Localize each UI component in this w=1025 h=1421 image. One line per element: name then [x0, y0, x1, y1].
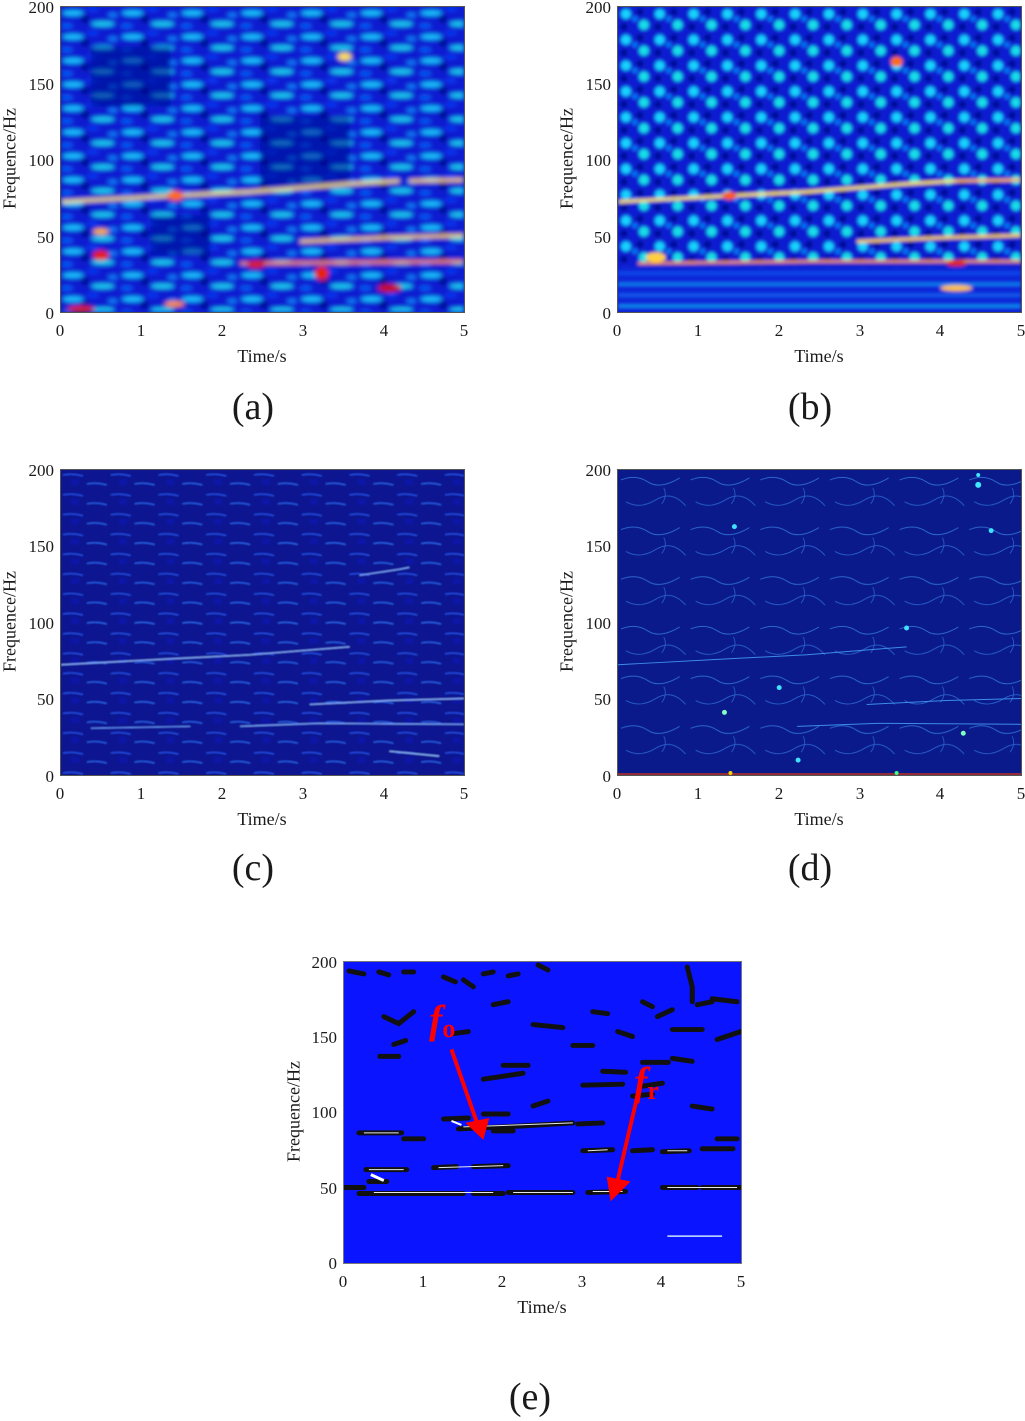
- xtick-label: 2: [774, 784, 784, 803]
- annotation-symbol: f: [634, 1059, 648, 1104]
- ytick-label: 100: [28, 614, 55, 633]
- panel-caption: (c): [231, 847, 275, 889]
- y-axis-label: Frequence/Hz: [556, 571, 577, 672]
- heatmap-e: [344, 962, 741, 1263]
- ytick-label: 150: [585, 75, 612, 94]
- ytick-label: 200: [585, 0, 612, 17]
- annotation-symbol: f: [429, 997, 443, 1042]
- xtick-label: 3: [855, 784, 865, 803]
- xtick-label: 1: [693, 784, 703, 803]
- xtick-label: 4: [379, 321, 389, 340]
- heatmap-d: [618, 470, 1021, 775]
- ytick-label: 100: [585, 614, 612, 633]
- ytick-label: 150: [28, 537, 55, 556]
- ytick-label: 200: [311, 953, 338, 972]
- xtick-label: 4: [935, 784, 945, 803]
- x-axis-label: Time/s: [237, 346, 287, 366]
- annotation-f-o: fo: [429, 1000, 455, 1049]
- ytick-label: 150: [585, 537, 612, 556]
- xtick-label: 3: [577, 1272, 587, 1291]
- x-axis-label: Time/s: [517, 1297, 567, 1317]
- annotation-f-r: fr: [634, 1062, 659, 1111]
- x-axis-label: Time/s: [794, 346, 844, 366]
- x-axis-label: Time/s: [794, 809, 844, 829]
- ytick-label: 200: [28, 461, 55, 480]
- ytick-label: 200: [585, 461, 612, 480]
- xtick-label: 3: [298, 784, 308, 803]
- ytick-label: 0: [328, 1254, 338, 1273]
- xtick-label: 3: [855, 321, 865, 340]
- xtick-label: 2: [774, 321, 784, 340]
- heatmap-a: [61, 7, 464, 312]
- xtick-label: 5: [1016, 321, 1025, 340]
- spectrogram-a: [60, 6, 465, 313]
- y-axis-label: Frequence/Hz: [556, 108, 577, 209]
- xtick-label: 2: [217, 321, 227, 340]
- xtick-label: 5: [459, 784, 469, 803]
- y-axis-label: Frequence/Hz: [0, 108, 20, 209]
- xtick-label: 2: [497, 1272, 507, 1291]
- panel-caption: (b): [787, 386, 833, 428]
- ytick-label: 0: [45, 304, 55, 323]
- xtick-label: 4: [935, 321, 945, 340]
- annotation-subscript: r: [647, 1076, 659, 1105]
- spectrogram-c: [60, 469, 465, 776]
- xtick-label: 0: [338, 1272, 348, 1291]
- annotation-subscript: o: [442, 1014, 456, 1043]
- ytick-label: 150: [311, 1028, 338, 1047]
- ytick-label: 0: [602, 767, 612, 786]
- xtick-label: 5: [736, 1272, 746, 1291]
- heatmap-c: [61, 470, 464, 775]
- xtick-label: 5: [459, 321, 469, 340]
- panel-caption: (a): [231, 386, 275, 428]
- spectrogram-e: [343, 961, 742, 1264]
- ytick-label: 50: [37, 690, 54, 709]
- ytick-label: 100: [28, 151, 55, 170]
- xtick-label: 2: [217, 784, 227, 803]
- ytick-label: 200: [28, 0, 55, 17]
- xtick-label: 1: [136, 321, 146, 340]
- xtick-label: 0: [612, 321, 622, 340]
- xtick-label: 0: [55, 784, 65, 803]
- y-axis-label: Frequence/Hz: [283, 1061, 304, 1162]
- xtick-label: 0: [612, 784, 622, 803]
- y-axis-label: Frequence/Hz: [0, 571, 20, 672]
- ytick-label: 0: [602, 304, 612, 323]
- xtick-label: 1: [693, 321, 703, 340]
- spectrogram-b: [617, 6, 1022, 313]
- xtick-label: 4: [379, 784, 389, 803]
- heatmap-b: [618, 7, 1021, 312]
- ytick-label: 50: [594, 690, 611, 709]
- ytick-label: 0: [45, 767, 55, 786]
- ytick-label: 50: [37, 228, 54, 247]
- ytick-label: 50: [594, 228, 611, 247]
- xtick-label: 0: [55, 321, 65, 340]
- xtick-label: 1: [136, 784, 146, 803]
- panel-caption: (d): [787, 847, 833, 889]
- ytick-label: 150: [28, 75, 55, 94]
- x-axis-label: Time/s: [237, 809, 287, 829]
- ytick-label: 100: [311, 1103, 338, 1122]
- spectrogram-d: [617, 469, 1022, 776]
- ytick-label: 50: [320, 1179, 337, 1198]
- xtick-label: 5: [1016, 784, 1025, 803]
- panel-caption: (e): [508, 1376, 552, 1418]
- xtick-label: 3: [298, 321, 308, 340]
- xtick-label: 4: [656, 1272, 666, 1291]
- ytick-label: 100: [585, 151, 612, 170]
- xtick-label: 1: [418, 1272, 428, 1291]
